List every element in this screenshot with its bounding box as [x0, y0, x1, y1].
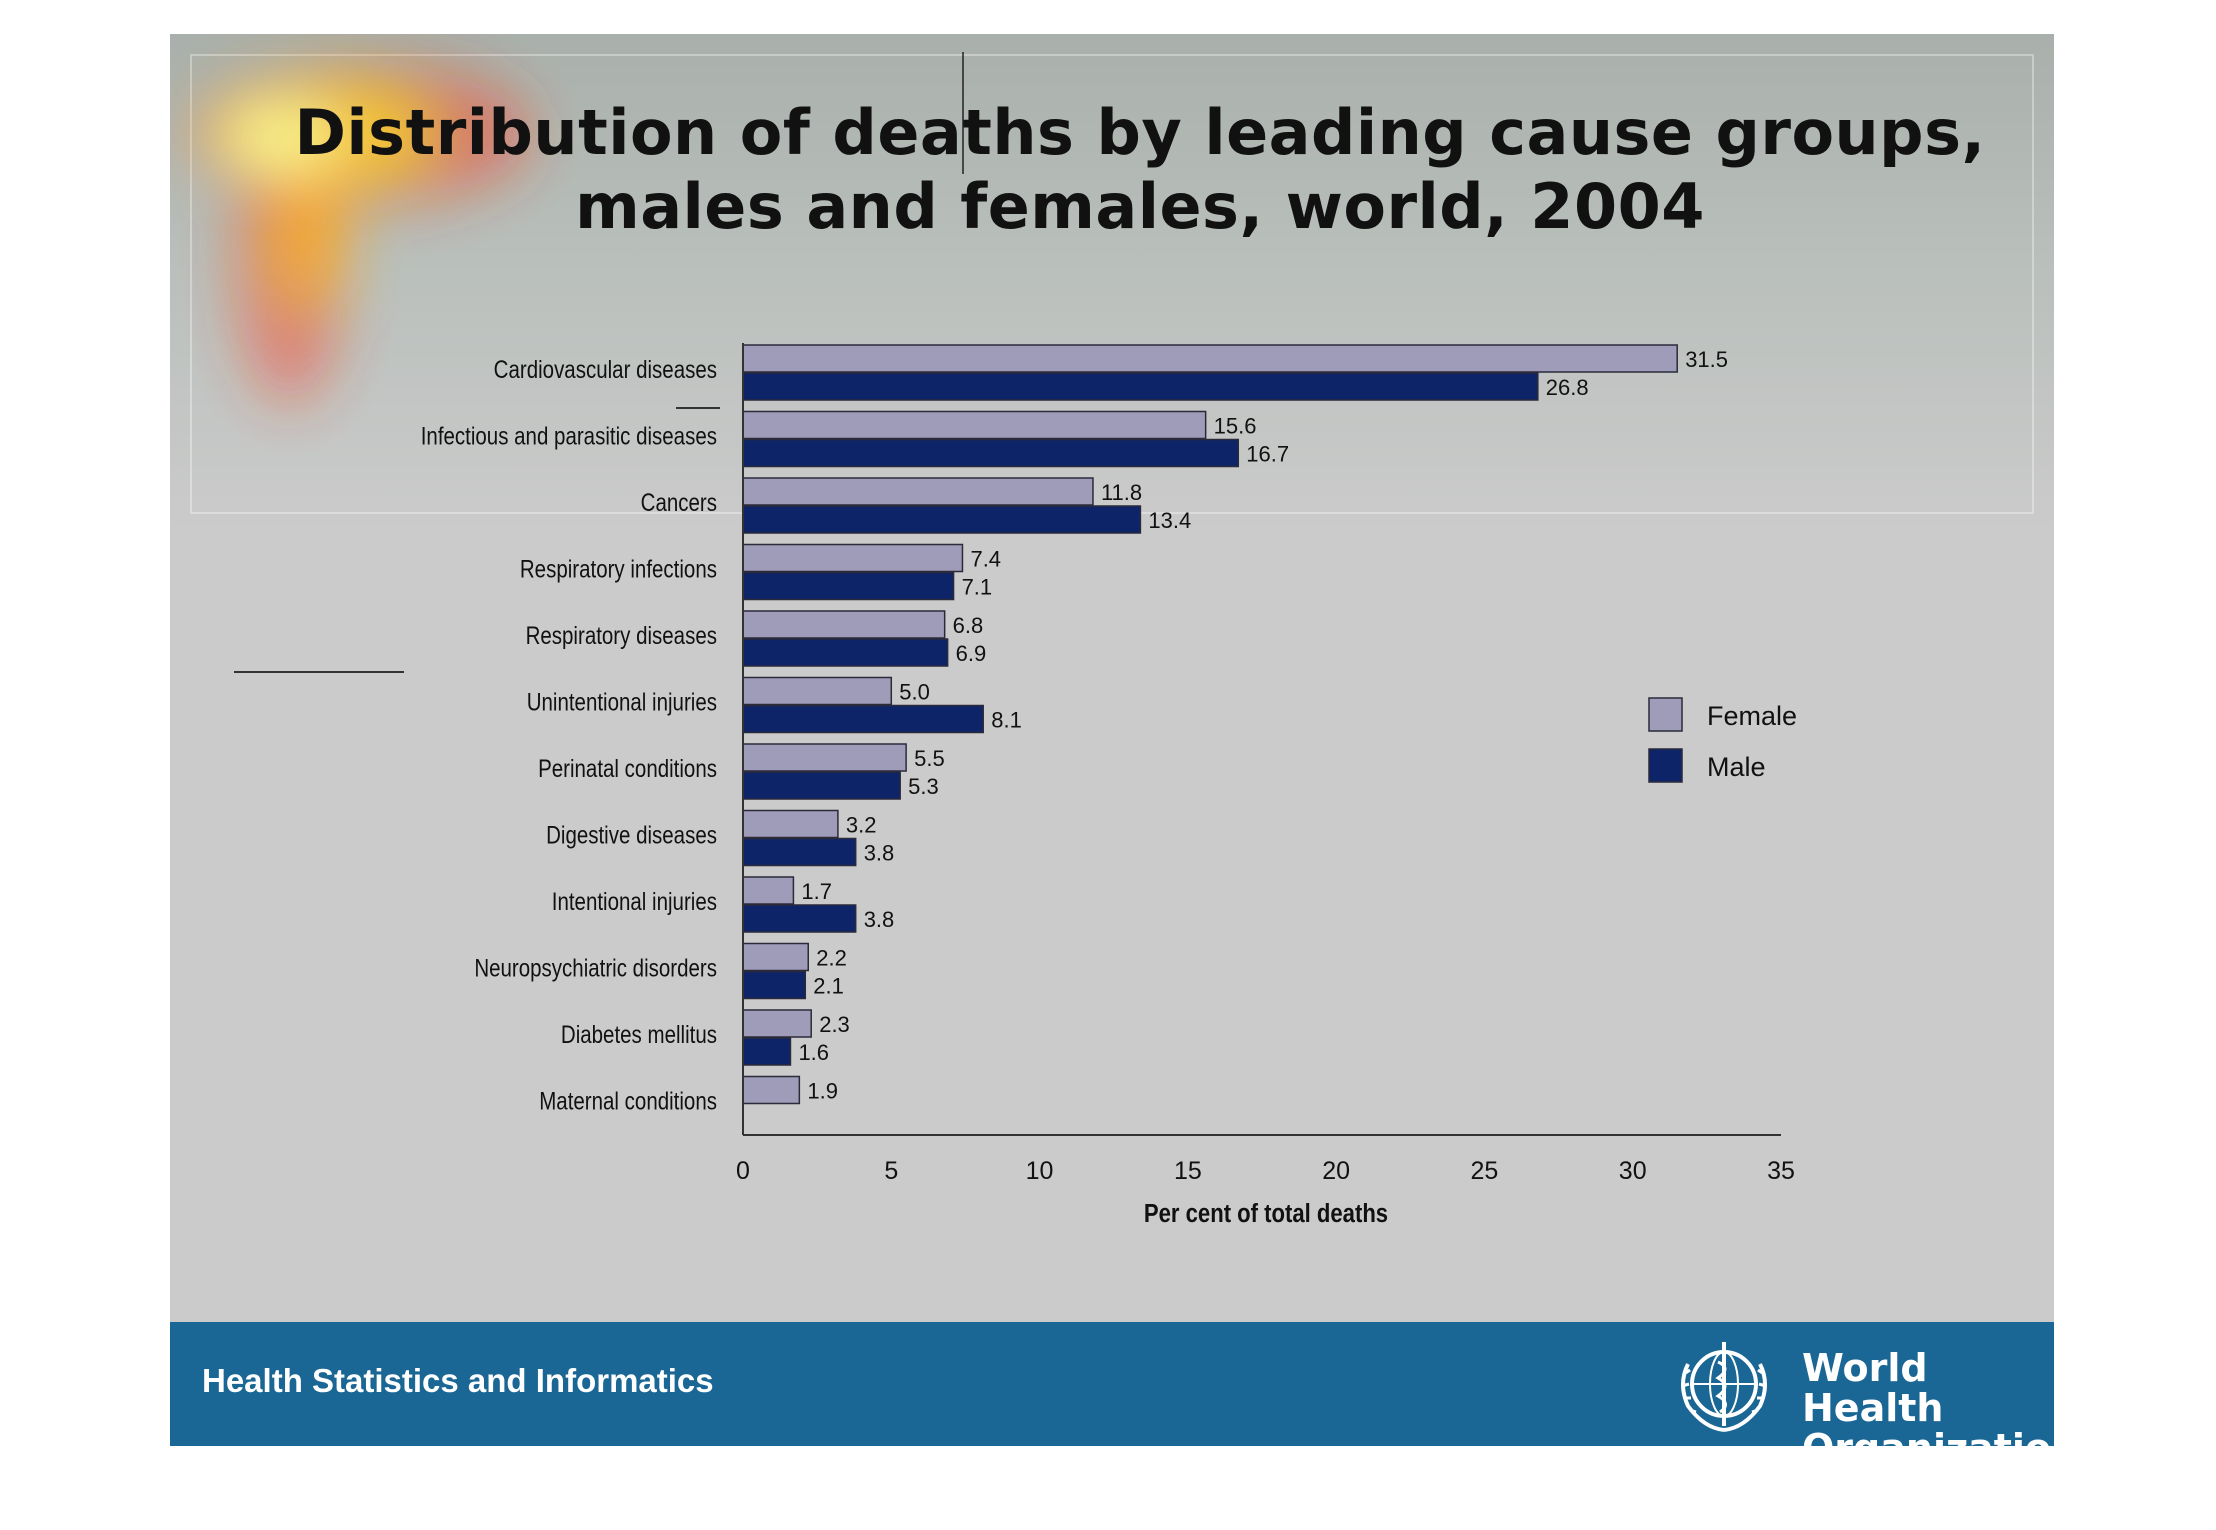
- female-bar: [742, 410, 1207, 440]
- data-label: 2.1: [813, 974, 844, 999]
- x-tick-label: 35: [1767, 1157, 1795, 1185]
- data-label: 16.7: [1246, 442, 1289, 467]
- x-tick-label: 15: [1174, 1157, 1202, 1185]
- legend-swatch-male: [1648, 748, 1683, 783]
- male-bar: [742, 638, 949, 667]
- data-label: 6.8: [953, 613, 984, 638]
- data-label: 26.8: [1546, 375, 1589, 400]
- category-label: Cardiovascular diseases: [494, 355, 717, 383]
- data-label: 31.5: [1685, 347, 1728, 372]
- male-bar: [742, 438, 1240, 468]
- category-label: Unintentional injuries: [527, 688, 717, 716]
- category-label: Maternal conditions: [539, 1087, 717, 1115]
- data-label: 8.1: [991, 708, 1022, 733]
- data-label: 5.0: [899, 680, 930, 705]
- data-label: 2.2: [816, 946, 847, 971]
- female-bar: [742, 1009, 812, 1038]
- footer-bar: Health Statistics and Informatics World …: [170, 1322, 2054, 1446]
- data-label: 7.4: [970, 547, 1001, 572]
- category-label: Neuropsychiatric disorders: [474, 954, 717, 982]
- data-label: 1.9: [807, 1079, 838, 1104]
- male-bar: [742, 970, 807, 1000]
- data-label: 6.9: [956, 641, 987, 666]
- legend-label-male: Male: [1707, 752, 1766, 782]
- data-label: 1.7: [801, 879, 832, 904]
- data-label: 1.6: [798, 1040, 829, 1065]
- female-bar: [742, 477, 1094, 506]
- data-label: 5.3: [908, 774, 939, 799]
- data-label: 13.4: [1148, 508, 1191, 533]
- data-label: 5.5: [914, 746, 945, 771]
- x-tick-label: 10: [1026, 1157, 1054, 1185]
- category-label: Digestive diseases: [546, 821, 717, 849]
- male-bar: [742, 372, 1539, 401]
- title-line-1: Distribution of deaths by leading cause …: [294, 96, 1986, 169]
- category-label: Intentional injuries: [552, 887, 717, 915]
- legend-swatch-female: [1648, 697, 1683, 732]
- organization-name-line-2: Organization: [1802, 1428, 2054, 1446]
- female-bar: [742, 942, 809, 972]
- slide: Distribution of deaths by leading cause …: [170, 34, 2054, 1446]
- male-bar: [742, 505, 1142, 534]
- data-label: 3.8: [864, 841, 895, 866]
- category-label: Infectious and parasitic diseases: [421, 422, 717, 450]
- data-label: 3.2: [846, 813, 877, 838]
- female-bar: [742, 1075, 801, 1105]
- female-bar: [742, 743, 907, 772]
- x-tick-label: 5: [884, 1157, 898, 1185]
- male-bar: [742, 904, 857, 933]
- chart-title: Distribution of deaths by leading cause …: [290, 96, 1990, 244]
- category-label: Perinatal conditions: [538, 754, 717, 782]
- organization-name: World Health Organization: [1802, 1348, 2054, 1446]
- female-bar: [742, 543, 964, 573]
- x-tick-label: 30: [1619, 1157, 1647, 1185]
- male-bar: [742, 771, 901, 800]
- x-tick-label: 20: [1322, 1157, 1350, 1185]
- title-line-2: males and females, world, 2004: [575, 170, 1705, 243]
- category-label: Respiratory diseases: [526, 621, 717, 649]
- x-tick-label: 0: [736, 1157, 750, 1185]
- male-bar: [742, 1037, 792, 1066]
- female-bar: [742, 876, 795, 905]
- female-bar: [742, 676, 893, 706]
- footer-text: Health Statistics and Informatics: [202, 1362, 714, 1399]
- male-bar: [742, 571, 955, 601]
- legend-label-female: Female: [1707, 701, 1797, 731]
- data-label: 15.6: [1214, 414, 1257, 439]
- bar-chart: Cardiovascular diseases 31.5 26.8 Infectiou…: [421, 52, 1797, 1228]
- who-emblem-icon: [1681, 1342, 1767, 1432]
- category-label: Cancers: [641, 488, 717, 516]
- female-bar: [742, 809, 839, 839]
- male-bar: [742, 704, 984, 734]
- female-bar: [742, 344, 1678, 373]
- organization-name-line-1: World Health: [1802, 1346, 1944, 1430]
- x-tick-label: 25: [1471, 1157, 1499, 1185]
- category-label: Diabetes mellitus: [561, 1020, 717, 1048]
- data-label: 7.1: [962, 575, 993, 600]
- male-bar: [742, 837, 857, 867]
- data-label: 3.8: [864, 907, 895, 932]
- data-label: 11.8: [1101, 480, 1142, 505]
- divider-line: [676, 407, 720, 409]
- data-label: 2.3: [819, 1012, 850, 1037]
- category-label: Respiratory infections: [520, 555, 717, 583]
- divider-line: [234, 671, 404, 673]
- x-axis-label: Per cent of total deaths: [1144, 1199, 1388, 1228]
- female-bar: [742, 610, 946, 639]
